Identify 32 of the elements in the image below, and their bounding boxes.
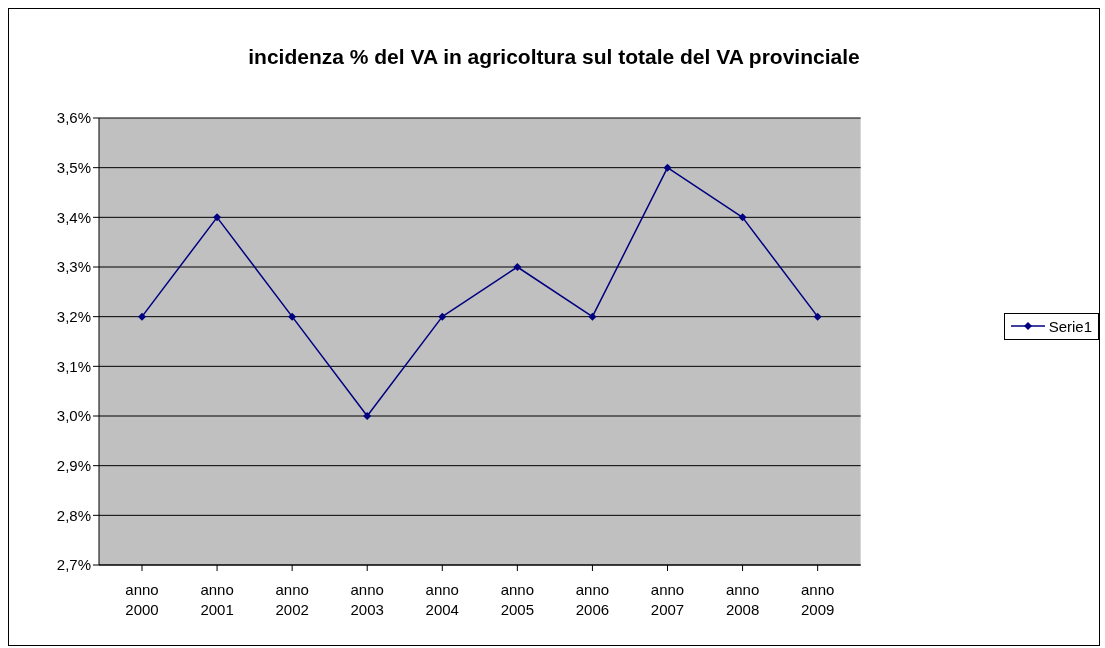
x-tick-label: anno 2002 bbox=[275, 581, 309, 618]
x-tick-label: anno 2004 bbox=[425, 581, 459, 618]
y-tick-label: 3,4% bbox=[56, 208, 91, 226]
x-tick-label: anno 2008 bbox=[725, 581, 760, 618]
point bbox=[813, 312, 822, 321]
y-tick-label: 3,3% bbox=[56, 258, 91, 276]
legend-label: Serie1 bbox=[1048, 317, 1092, 335]
point bbox=[288, 312, 297, 321]
x-tick-label: anno 2006 bbox=[575, 581, 610, 618]
x-tick-label: anno 2000 bbox=[125, 581, 159, 618]
y-tick-label: 3,2% bbox=[56, 307, 91, 325]
y-tick-label: 3,6% bbox=[56, 109, 91, 127]
x-tick-label: anno 2009 bbox=[800, 581, 835, 618]
x-tick-label: anno 2003 bbox=[350, 581, 384, 618]
point bbox=[513, 263, 522, 271]
y-tick-label: 3,0% bbox=[56, 407, 91, 425]
y-tick-label: 3,5% bbox=[56, 158, 91, 176]
point bbox=[588, 312, 597, 321]
chart-title: incidenza % del VA in agricoltura sul totale del VA provinciale bbox=[247, 45, 861, 69]
point bbox=[213, 213, 222, 222]
point bbox=[138, 312, 146, 321]
point bbox=[363, 412, 372, 420]
y-tick-label: 2,8% bbox=[56, 506, 91, 524]
y-tick-label: 3,1% bbox=[56, 357, 91, 375]
x-tick-label: anno 2005 bbox=[500, 581, 535, 618]
point bbox=[663, 163, 672, 172]
y-tick-label: 2,7% bbox=[56, 556, 91, 574]
x-tick-label: anno 2007 bbox=[650, 581, 685, 618]
point bbox=[738, 213, 747, 222]
point bbox=[438, 312, 447, 321]
x-tick-label: anno 2001 bbox=[200, 581, 234, 618]
y-tick-label: 2,9% bbox=[56, 456, 91, 474]
